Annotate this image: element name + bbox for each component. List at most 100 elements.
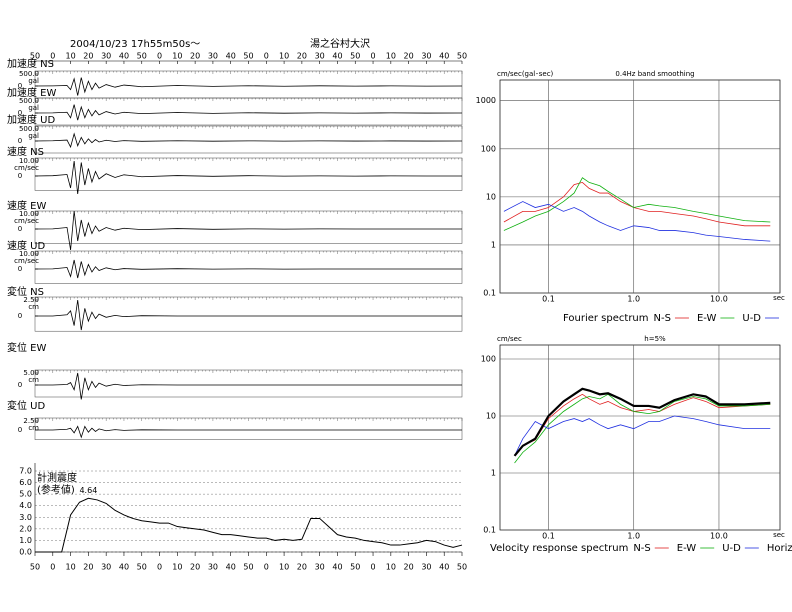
- y-tick-label: 3.0: [19, 513, 32, 522]
- x-tick-label: 10: [386, 563, 396, 572]
- y-tick-label: 0: [18, 82, 22, 90]
- x-tick-label: 10.0: [710, 295, 728, 304]
- y-tick-label: 2.50: [23, 296, 39, 304]
- y-tick-label: 0: [18, 172, 22, 180]
- intensity-line: [35, 497, 463, 553]
- legend-label: U-D: [722, 543, 741, 554]
- x-tick-label: 0: [157, 52, 162, 61]
- unit-label: cm: [28, 376, 39, 384]
- y-tick-label: 100: [481, 354, 496, 363]
- x-tick-label: 20: [404, 52, 414, 61]
- y-tick-label: 5.0: [19, 490, 32, 499]
- spectrum-line: [514, 393, 771, 457]
- y-axis-label: cm/sec: [497, 335, 522, 343]
- waveform: [34, 132, 463, 149]
- y-tick-label: 0: [18, 312, 22, 320]
- x-tick-label: 40: [226, 52, 236, 61]
- y-tick-label: 100: [481, 144, 496, 153]
- x-tick-label: 20: [190, 52, 200, 61]
- x-tick-label: 40: [119, 563, 129, 572]
- x-tick-label: 40: [226, 563, 236, 572]
- x-tick-label: 30: [421, 52, 431, 61]
- trace-label: 加速度 UD: [7, 113, 55, 126]
- trace-label: 加速度 EW: [7, 86, 56, 99]
- x-tick-label: 30: [101, 52, 111, 61]
- waveform: [34, 77, 463, 96]
- legend-label: U-D: [742, 313, 761, 324]
- x-tick-label: 50: [30, 52, 40, 61]
- x-tick-label: 10: [65, 563, 75, 572]
- record-time: 2004/10/23 17h55m50s～: [70, 39, 200, 50]
- waveform: [34, 210, 462, 251]
- y-tick-label: 4.0: [19, 501, 32, 510]
- y-tick-label: 10.00: [19, 250, 39, 258]
- x-tick-label: 50: [457, 52, 467, 61]
- x-tick-label: 30: [101, 563, 111, 572]
- waveform: [35, 299, 462, 331]
- x-tick-label: 10.0: [710, 532, 728, 541]
- x-tick-label: 50: [457, 563, 467, 572]
- x-tick-label: 20: [83, 563, 93, 572]
- x-tick-label: 1.0: [627, 532, 640, 541]
- spectrum-line: [513, 387, 771, 457]
- x-tick-label: 0: [50, 563, 55, 572]
- legend-label: E-W: [677, 543, 697, 554]
- y-tick-label: 500.0: [19, 70, 39, 78]
- x-tick-label: 10: [172, 52, 182, 61]
- chart-title: 0.4Hz band smoothing: [615, 70, 694, 78]
- x-tick-label: 10: [279, 52, 289, 61]
- unit-label: gal: [28, 77, 39, 85]
- y-tick-label: 5.00: [23, 369, 39, 377]
- trace-label: 加速度 NS: [7, 57, 54, 70]
- legend-label: N-S: [654, 313, 671, 324]
- x-tick-label: 0: [264, 52, 269, 61]
- x-tick-label: 50: [350, 52, 360, 61]
- x-tick-label: 30: [315, 563, 325, 572]
- x-tick-label: 40: [119, 52, 129, 61]
- trace-label: 速度 EW: [7, 199, 46, 212]
- x-tick-label: 50: [243, 52, 253, 61]
- x-tick-label: 0: [370, 52, 375, 61]
- x-tick-label: 50: [243, 563, 253, 572]
- x-tick-label: 30: [208, 52, 218, 61]
- x-tick-label: 0.1: [542, 532, 555, 541]
- x-tick-label: 50: [30, 563, 40, 572]
- x-tick-label: 0: [50, 52, 55, 61]
- waveform: [35, 425, 462, 439]
- x-tick-label: 0.1: [542, 295, 555, 304]
- x-tick-label: 50: [137, 563, 147, 572]
- y-tick-label: 0: [18, 225, 22, 233]
- legend-title: Fourier spectrum: [563, 313, 649, 324]
- annotation: 4.64: [79, 486, 97, 495]
- x-tick-label: 30: [315, 52, 325, 61]
- waveform: [35, 372, 462, 400]
- x-axis-label: sec: [773, 294, 785, 302]
- y-tick-label: 500.0: [19, 125, 39, 133]
- unit-label: cm/sec: [14, 257, 39, 265]
- waveform: [34, 160, 462, 195]
- unit-label: cm: [28, 424, 39, 432]
- station-name: 湯之谷村大沢: [310, 37, 370, 50]
- y-tick-label: 2.50: [23, 417, 39, 425]
- spectrum-line: [503, 177, 771, 231]
- x-tick-label: 30: [421, 563, 431, 572]
- waveform: [34, 259, 462, 279]
- legend-label: Horizon: [767, 543, 792, 554]
- legend-title: Velocity response spectrum: [490, 543, 628, 554]
- y-tick-label: 10: [486, 192, 496, 201]
- chart-title: h=5%: [644, 335, 666, 343]
- x-tick-label: 0: [370, 563, 375, 572]
- x-axis-label: sec: [773, 531, 785, 539]
- y-tick-label: 2.0: [19, 524, 32, 533]
- y-tick-label: 0: [18, 426, 22, 434]
- x-tick-label: 1.0: [627, 295, 640, 304]
- unit-label: cm: [28, 303, 39, 311]
- x-tick-label: 0: [264, 563, 269, 572]
- spectrum-line: [514, 415, 771, 457]
- spectrum-line: [503, 201, 771, 242]
- x-tick-label: 20: [297, 563, 307, 572]
- trace-label: 速度 NS: [7, 145, 44, 158]
- x-tick-label: 50: [350, 563, 360, 572]
